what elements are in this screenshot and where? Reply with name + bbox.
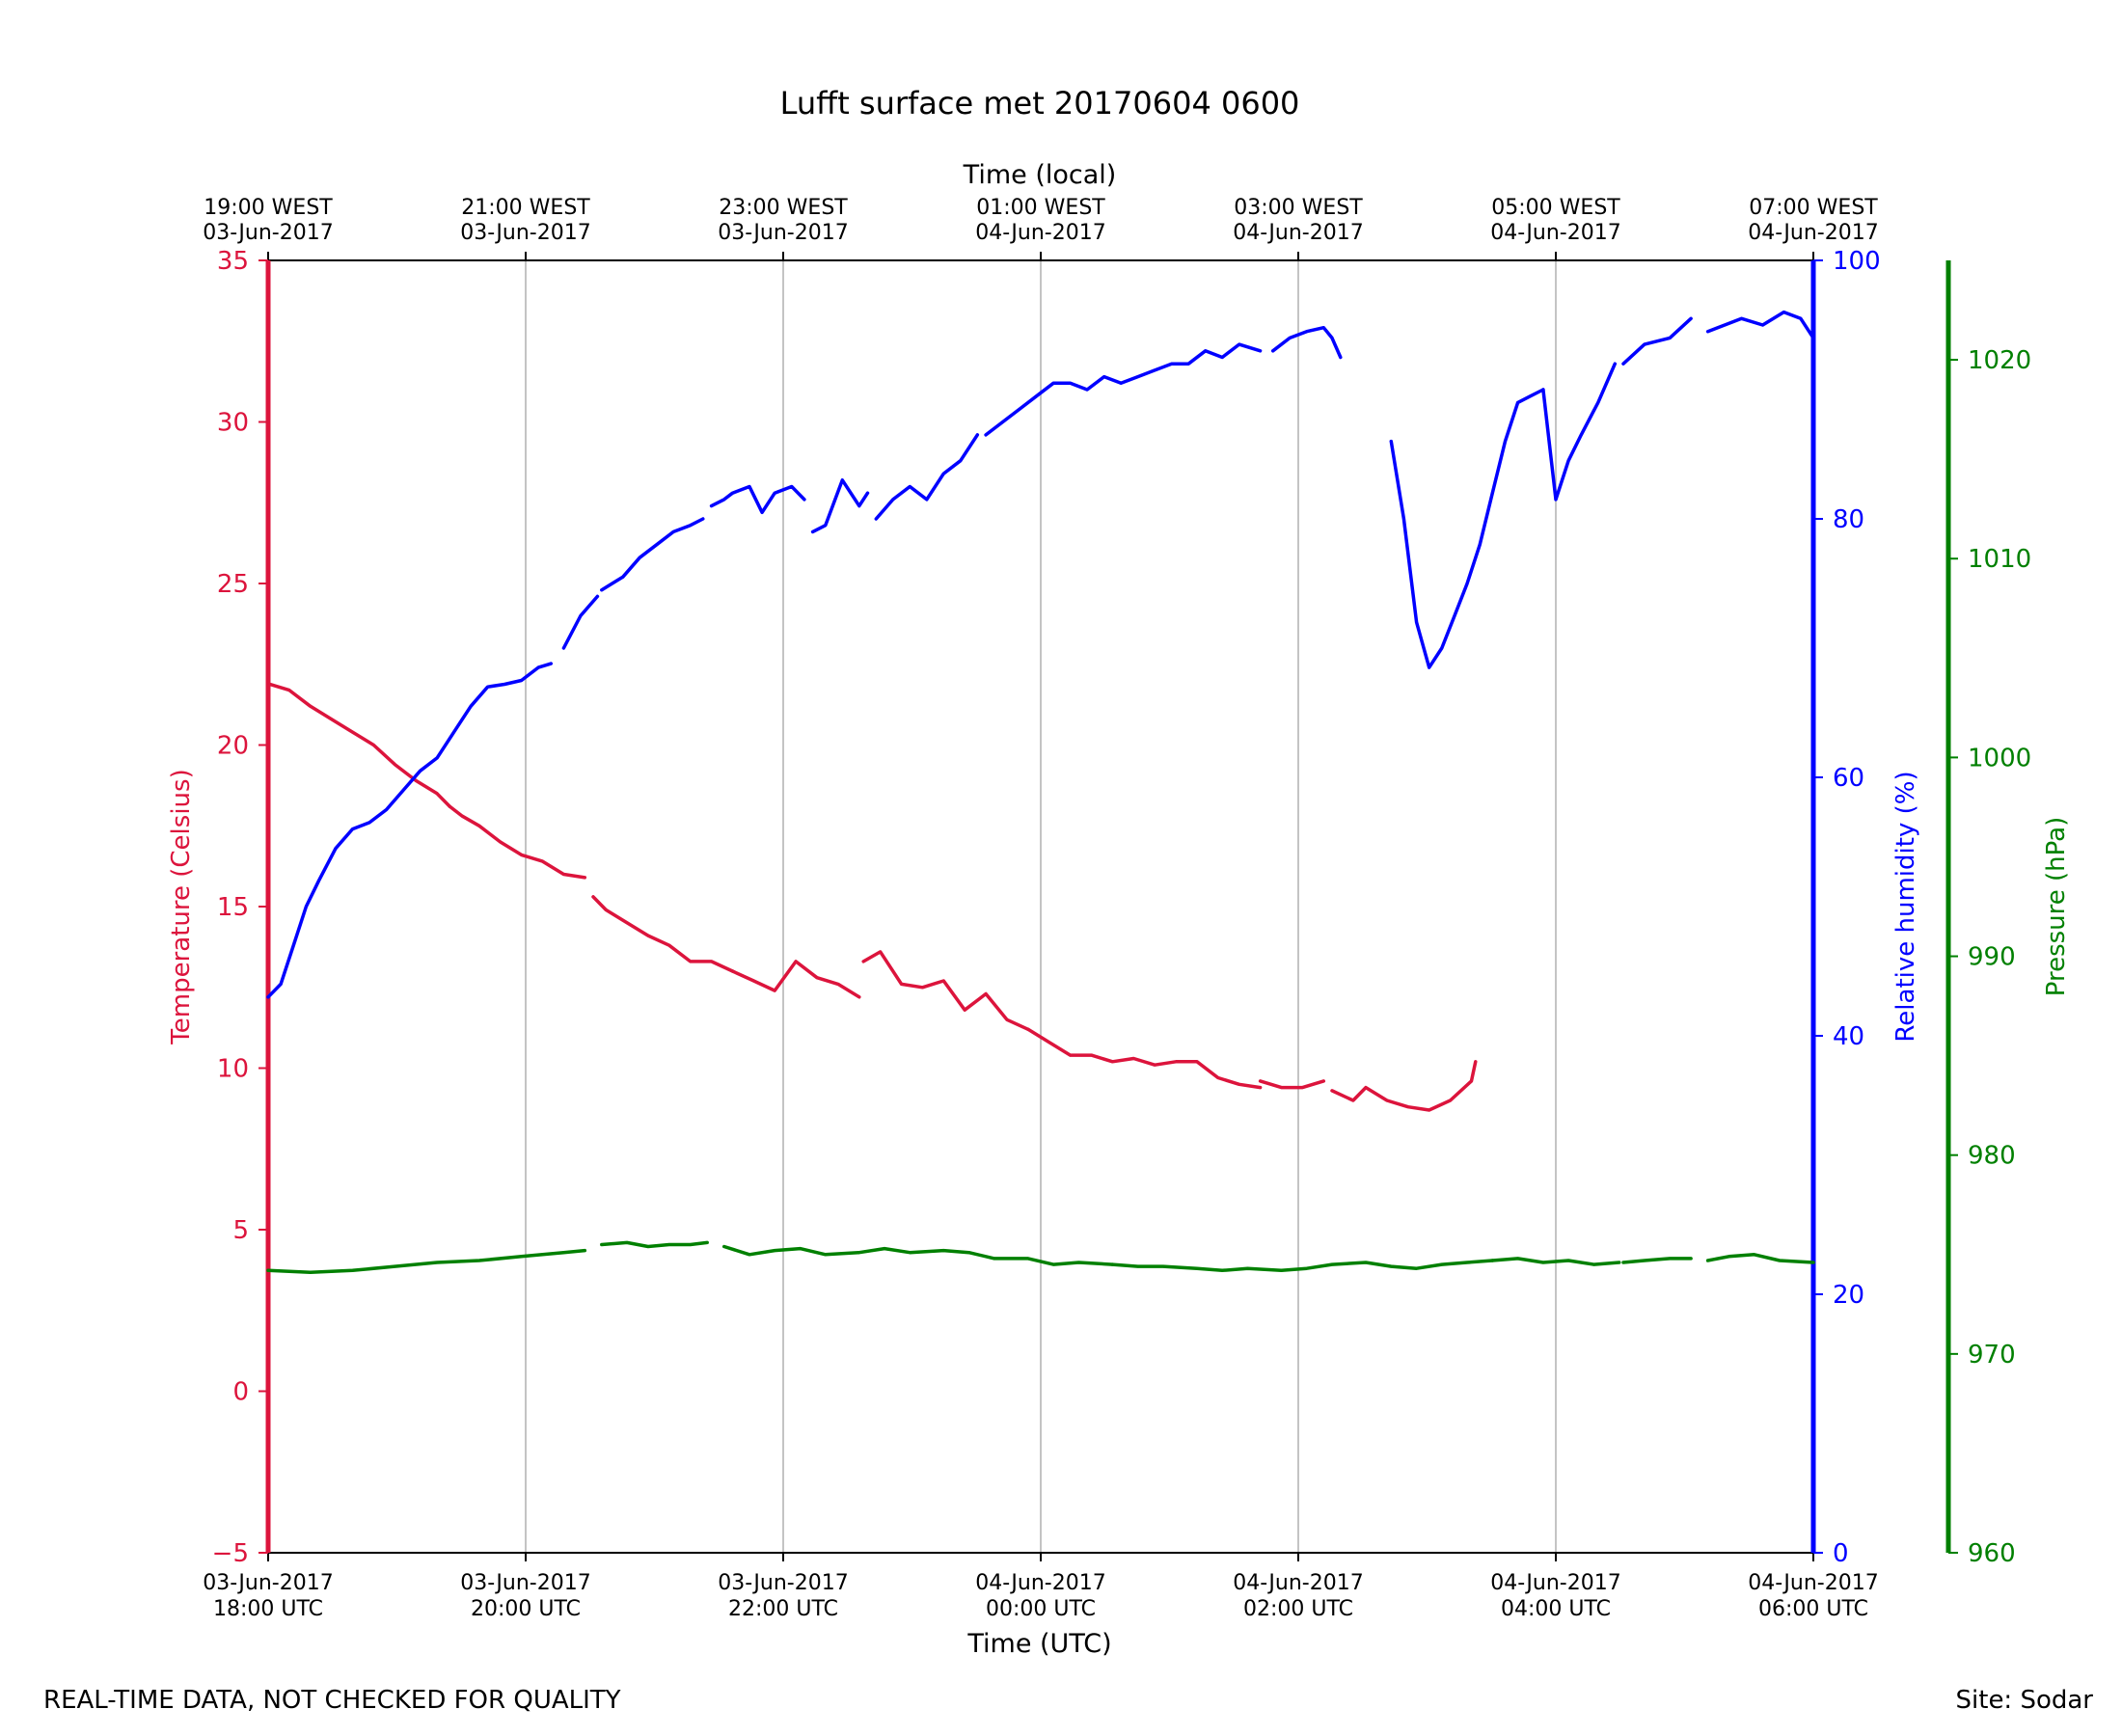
temperature-series-line — [861, 950, 1030, 1032]
humidity-series-line — [810, 478, 870, 534]
x2-tick-label-date: 03-Jun-2017 — [718, 221, 848, 245]
humidity-series-line — [1541, 362, 1618, 502]
x-tick-label-date: 04-Jun-2017 — [1233, 1571, 1363, 1595]
humidity-series-line — [561, 594, 600, 650]
humidity-series-line — [984, 342, 1263, 437]
temperature-series-line — [1330, 1060, 1478, 1112]
x-tick-label-time: 06:00 UTC — [1758, 1597, 1868, 1621]
x2-tick-label-date: 04-Jun-2017 — [1233, 221, 1363, 245]
y-tick-label: 5 — [232, 1216, 249, 1245]
temperature-series-line — [448, 804, 587, 880]
x-tick-label-time: 04:00 UTC — [1501, 1597, 1611, 1621]
pressure-axis-label: Pressure (hPa) — [2042, 817, 2071, 997]
x2-tick-label-date: 03-Jun-2017 — [460, 221, 590, 245]
x2-tick-label-time: 01:00 WEST — [976, 196, 1105, 220]
x-tick-label-date: 04-Jun-2017 — [975, 1571, 1105, 1595]
y3-tick-label: 980 — [1968, 1142, 2016, 1171]
pressure-series-line — [600, 1240, 709, 1249]
humidity-axis-label: Relative humidity (%) — [1891, 771, 1920, 1042]
x2-tick-label-time: 23:00 WEST — [719, 196, 848, 220]
y3-tick-label: 970 — [1968, 1341, 2016, 1370]
y3-tick-label: 1000 — [1968, 744, 2031, 773]
pressure-series-line — [1490, 1257, 1621, 1266]
x-tick-label-time: 00:00 UTC — [986, 1597, 1096, 1621]
pressure-series-line — [1110, 1259, 1495, 1273]
x-tick-label-time: 18:00 UTC — [213, 1597, 323, 1621]
x-tick-label-date: 04-Jun-2017 — [1490, 1571, 1620, 1595]
x2-tick-label-date: 04-Jun-2017 — [975, 221, 1105, 245]
x-tick-label-time: 20:00 UTC — [471, 1597, 581, 1621]
x2-tick-label-date: 04-Jun-2017 — [1748, 221, 1878, 245]
pressure-series-line — [266, 1248, 587, 1275]
y2-tick-label: 60 — [1833, 764, 1864, 793]
y-tick-label: 25 — [217, 570, 249, 599]
x-tick-label-date: 03-Jun-2017 — [203, 1571, 333, 1595]
humidity-series-line — [709, 484, 806, 515]
x2-tick-label-time: 19:00 WEST — [204, 196, 333, 220]
x-tick-label-time: 02:00 UTC — [1243, 1597, 1353, 1621]
temperature-series-line — [730, 960, 861, 999]
y-tick-label: 20 — [217, 732, 249, 761]
y2-tick-label: 40 — [1833, 1022, 1864, 1051]
humidity-series-line — [1389, 388, 1545, 669]
x2-tick-label-time: 07:00 WEST — [1749, 196, 1878, 220]
temperature-series-line — [1258, 1079, 1326, 1090]
humidity-series-line — [1705, 310, 1815, 340]
x-tick-label-date: 04-Jun-2017 — [1748, 1571, 1878, 1595]
temperature-series-line — [266, 682, 451, 808]
humidity-series-line — [1270, 325, 1343, 360]
site-label: Site: Sodar — [1955, 1686, 2093, 1715]
bottom-axis-label: Time (UTC) — [966, 1629, 1111, 1659]
y-tick-label: −5 — [212, 1539, 249, 1568]
quality-disclaimer: REAL-TIME DATA, NOT CHECKED FOR QUALITY — [43, 1686, 621, 1715]
temperature-series-line — [1026, 1027, 1263, 1090]
y2-tick-label: 80 — [1833, 505, 1864, 534]
y2-tick-label: 100 — [1833, 247, 1881, 276]
x-tick-label-date: 03-Jun-2017 — [718, 1571, 848, 1595]
y3-tick-label: 1020 — [1968, 346, 2031, 375]
humidity-series-line — [1621, 316, 1693, 366]
y2-tick-label: 0 — [1833, 1539, 1849, 1568]
y-tick-label: 30 — [217, 409, 249, 438]
y3-tick-label: 1010 — [1968, 545, 2031, 574]
x2-tick-label-time: 21:00 WEST — [461, 196, 590, 220]
y3-tick-label: 990 — [1968, 943, 2016, 972]
y3-tick-label: 960 — [1968, 1539, 2016, 1568]
y-tick-label: 10 — [217, 1055, 249, 1084]
top-axis-label: Time (local) — [963, 160, 1117, 190]
x2-tick-label-time: 05:00 WEST — [1491, 196, 1620, 220]
x-tick-label-date: 03-Jun-2017 — [460, 1571, 590, 1595]
temperature-series-line — [591, 895, 735, 973]
humidity-series-line — [600, 517, 705, 592]
humidity-series-line — [266, 662, 554, 999]
pressure-series-line — [1621, 1257, 1693, 1264]
y-tick-label: 0 — [232, 1378, 249, 1407]
x-tick-label-time: 22:00 UTC — [728, 1597, 838, 1621]
x2-tick-label-date: 03-Jun-2017 — [203, 221, 333, 245]
pressure-series-line — [721, 1244, 1115, 1266]
y-tick-label: 15 — [217, 893, 249, 922]
x2-tick-label-time: 03:00 WEST — [1234, 196, 1363, 220]
humidity-series-line — [874, 433, 980, 521]
x2-tick-label-date: 04-Jun-2017 — [1490, 221, 1620, 245]
y2-tick-label: 20 — [1833, 1281, 1864, 1310]
pressure-series-line — [1705, 1253, 1815, 1264]
temperature-axis-label: Temperature (Celsius) — [167, 769, 196, 1044]
chart-title: Lufft surface met 20170604 0600 — [780, 85, 1300, 122]
y-tick-label: 35 — [217, 247, 249, 276]
